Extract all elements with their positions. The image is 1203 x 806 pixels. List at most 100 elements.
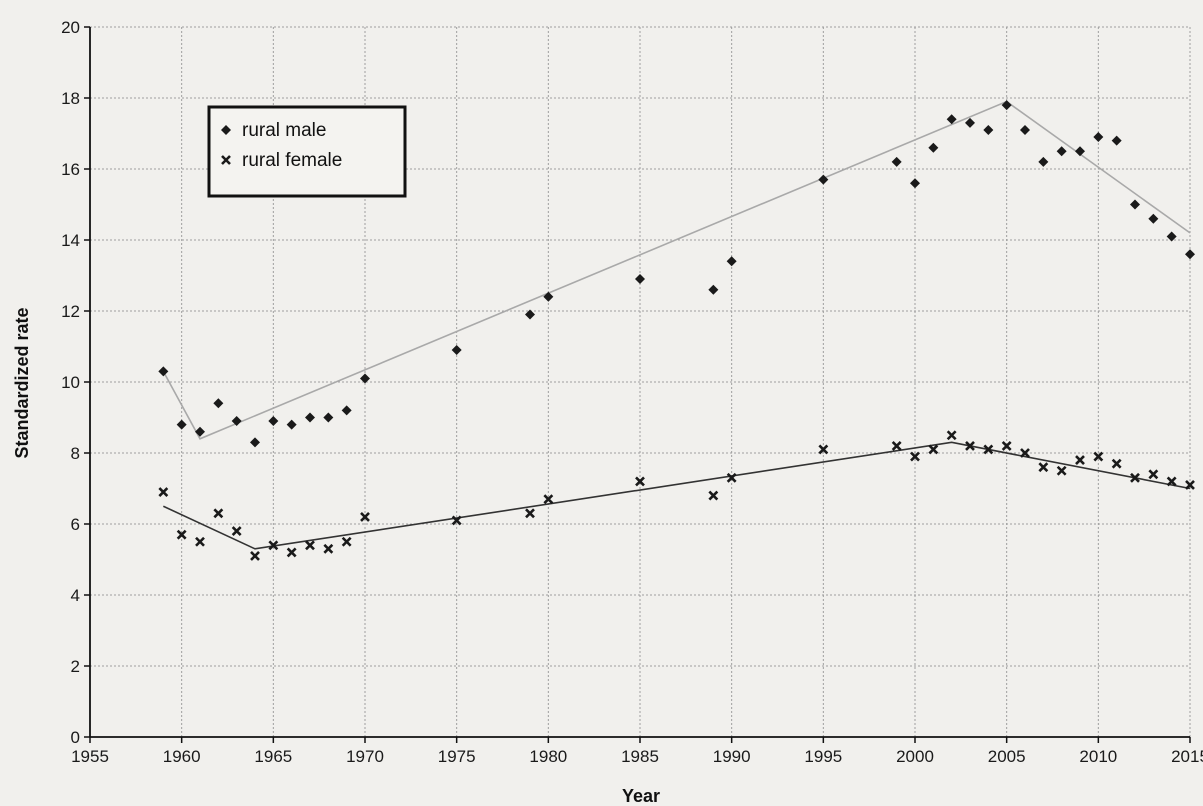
point-rural-female — [451, 515, 462, 526]
x-tick-label: 2015 — [1171, 747, 1203, 766]
point-rural-male — [176, 419, 187, 430]
y-tick-label: 8 — [71, 444, 80, 463]
point-rural-male — [231, 416, 242, 427]
point-rural-male — [250, 437, 260, 448]
legend-label-rural-female: rural female — [242, 150, 342, 171]
point-rural-female — [250, 551, 260, 561]
legend-marker-rural-male — [221, 125, 231, 135]
point-rural-female — [213, 508, 224, 519]
axes — [84, 26, 1191, 743]
x-axis-title: Year — [622, 786, 660, 806]
point-rural-female — [726, 472, 737, 483]
legend-label-rural-male: rural male — [242, 120, 326, 141]
point-rural-male — [1038, 156, 1049, 167]
point-rural-female — [1038, 462, 1049, 473]
x-tick-label: 1970 — [346, 747, 384, 766]
x-tick-label: 1980 — [529, 747, 567, 766]
point-rural-male — [1056, 146, 1067, 157]
x-tick-label: 1985 — [621, 747, 659, 766]
x-tick-label: 1960 — [163, 747, 201, 766]
y-tick-label: 20 — [61, 18, 80, 37]
point-rural-female — [1166, 476, 1177, 487]
y-tick-label: 16 — [61, 160, 80, 179]
point-rural-male — [1020, 124, 1030, 135]
point-rural-male — [1001, 100, 1012, 111]
point-rural-female — [268, 540, 279, 551]
y-tick-label: 18 — [61, 89, 80, 108]
y-axis-title: Standardized rate — [12, 307, 32, 458]
y-tick-label: 10 — [61, 373, 80, 392]
point-rural-male — [213, 398, 224, 409]
x-tick-label: 1955 — [71, 747, 109, 766]
point-rural-female — [910, 451, 920, 462]
point-rural-male — [1148, 213, 1159, 224]
point-rural-female — [635, 476, 645, 487]
point-rural-female — [891, 440, 902, 451]
point-rural-male — [726, 256, 737, 267]
trend-line-rural-male — [162, 100, 1191, 440]
point-rural-male — [1111, 135, 1122, 146]
point-rural-female — [946, 430, 957, 441]
point-rural-female — [818, 444, 829, 455]
point-rural-female — [1111, 458, 1122, 469]
point-rural-male — [635, 274, 645, 285]
point-rural-male — [451, 345, 462, 356]
point-rural-female — [1148, 469, 1159, 480]
point-rural-female — [195, 536, 205, 547]
point-rural-female — [176, 529, 187, 540]
y-tick-label: 2 — [71, 657, 80, 676]
point-rural-male — [158, 366, 169, 377]
point-rural-female — [708, 490, 719, 501]
x-tick-label: 2010 — [1079, 747, 1117, 766]
point-rural-male — [1185, 249, 1195, 260]
point-rural-female — [525, 508, 535, 519]
y-tick-label: 6 — [71, 515, 80, 534]
y-tick-label: 4 — [71, 586, 80, 605]
trend-lines — [162, 100, 1191, 550]
point-rural-male — [360, 373, 370, 384]
point-rural-female — [231, 526, 242, 537]
point-rural-female — [1185, 480, 1195, 490]
x-tick-label: 1975 — [438, 747, 476, 766]
legend-box — [207, 105, 407, 198]
x-tick-label: 1995 — [804, 747, 842, 766]
point-rural-female — [1093, 451, 1104, 462]
tick-labels: 1955 1960 1965 1970 1975 1980 1985 1990 1995 2000… — [61, 18, 1203, 766]
point-rural-male — [891, 156, 902, 167]
point-rural-female — [1020, 448, 1030, 458]
y-tick-label: 0 — [71, 728, 80, 747]
point-rural-male — [1166, 231, 1177, 242]
point-rural-male — [341, 405, 352, 416]
point-rural-male — [1075, 146, 1085, 157]
point-rural-male — [195, 426, 205, 437]
point-rural-female — [983, 444, 994, 455]
point-rural-male — [525, 309, 535, 320]
legend-marker-rural-female — [221, 155, 231, 165]
point-rural-male — [708, 284, 719, 295]
point-rural-female — [1001, 440, 1012, 451]
trend-line-rural-female — [162, 441, 1191, 550]
point-rural-female — [305, 540, 315, 551]
point-rural-female — [1056, 465, 1067, 476]
point-rural-female — [543, 494, 554, 505]
point-rural-female — [965, 440, 975, 451]
point-rural-female — [1075, 455, 1085, 466]
y-tick-label: 12 — [61, 302, 80, 321]
point-rural-female — [341, 536, 352, 547]
y-tick-label: 14 — [61, 231, 80, 250]
point-rural-male — [323, 412, 334, 423]
point-rural-male — [286, 419, 297, 430]
data-points — [158, 100, 1195, 561]
point-rural-male — [543, 291, 554, 302]
legend: rural male rural female — [207, 105, 407, 198]
x-tick-label: 1965 — [254, 747, 292, 766]
point-rural-female — [158, 487, 169, 497]
legend-diamond-marker — [221, 125, 231, 135]
point-rural-female — [928, 444, 939, 455]
point-rural-male — [946, 114, 957, 125]
x-tick-label: 1990 — [713, 747, 751, 766]
legend-x-marker — [221, 155, 231, 165]
x-tick-label: 2005 — [988, 747, 1026, 766]
